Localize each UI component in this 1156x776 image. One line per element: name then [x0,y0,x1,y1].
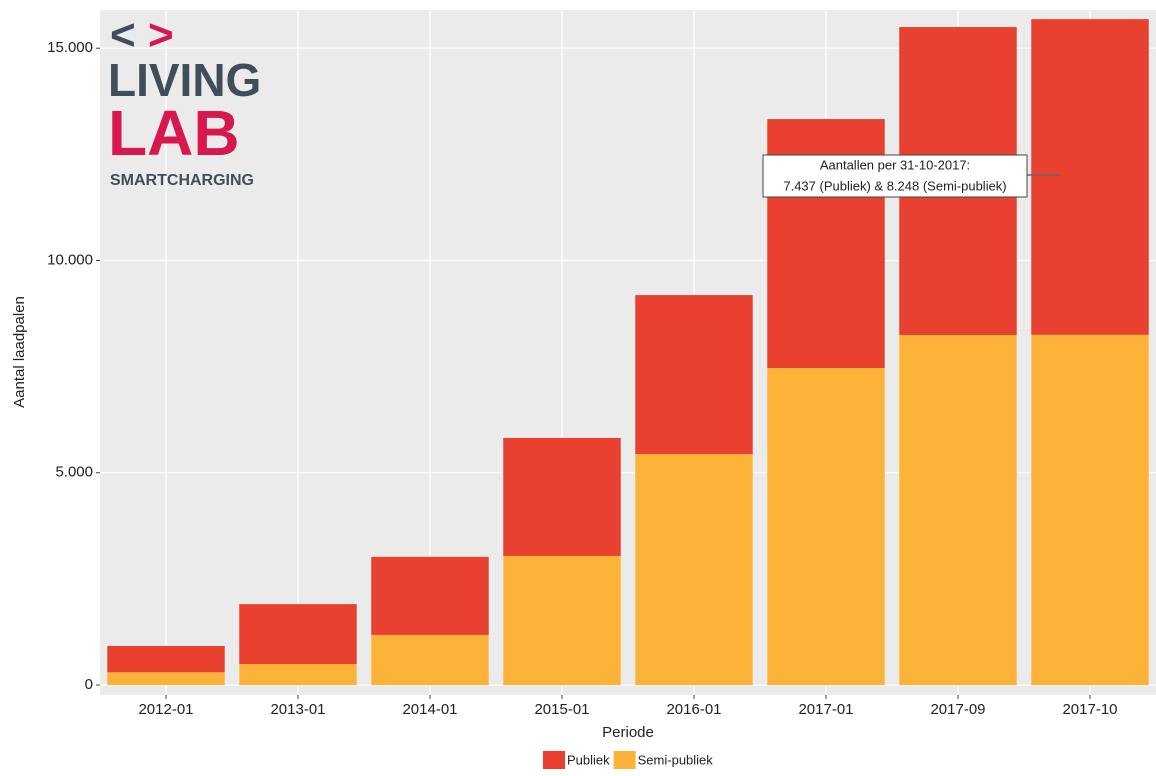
y-tick-label: 0 [85,676,93,693]
logo-text: SMARTCHARGING [110,172,254,189]
annotation-text: 7.437 (Publiek) & 8.248 (Semi-publiek) [783,178,1006,193]
y-axis-title: Aantal laadpalen [11,296,28,408]
annotation-box [762,154,1028,198]
bar-segment [371,556,489,635]
logo-text: LAB [108,97,240,169]
logo: < > LIVING LAB SMARTCHARGING [108,11,261,190]
bar-segment [239,664,357,686]
bar-segment [503,437,621,556]
annotation: Aantallen per 31-10-2017: 7.437 (Publiek… [762,154,1060,198]
annotation-text: Aantallen per 31-10-2017: [820,157,970,172]
x-tick-label: 2017-01 [798,701,853,718]
bar-segment [635,454,753,686]
bar-segment [1031,334,1149,686]
legend-label: Semi-publiek [638,752,714,767]
bar-segment [635,295,753,455]
bar-segment [371,634,489,686]
x-axis-title: Periode [602,724,654,741]
legend-key [543,751,565,769]
x-tick-label: 2013-01 [270,701,325,718]
x-tick-label: 2017-09 [930,701,985,718]
x-tick-label: 2014-01 [402,701,457,718]
logo-text: LIVING [108,54,261,106]
bar-segment [1031,19,1149,335]
bars [107,19,1149,686]
x-tick-label: 2016-01 [666,701,721,718]
bar-segment [239,604,357,665]
legend-label: Publiek [567,752,610,767]
logo-bracket: > [148,11,174,60]
y-tick-label: 5.000 [55,464,93,481]
bar-segment [107,645,225,673]
x-tick-label: 2012-01 [138,701,193,718]
bar-segment [899,335,1017,686]
legend-key [613,751,636,769]
x-tick-label: 2015-01 [534,701,589,718]
x-tick-label: 2017-10 [1062,701,1117,718]
bar-segment [767,368,885,686]
bar-segment [503,555,621,686]
y-tick-label: 15.000 [47,39,93,56]
y-tick-label: 10.000 [47,251,93,268]
legend: Publiek Semi-publiek [543,751,713,769]
bar-segment [107,672,225,686]
logo-bracket: < [110,11,136,60]
